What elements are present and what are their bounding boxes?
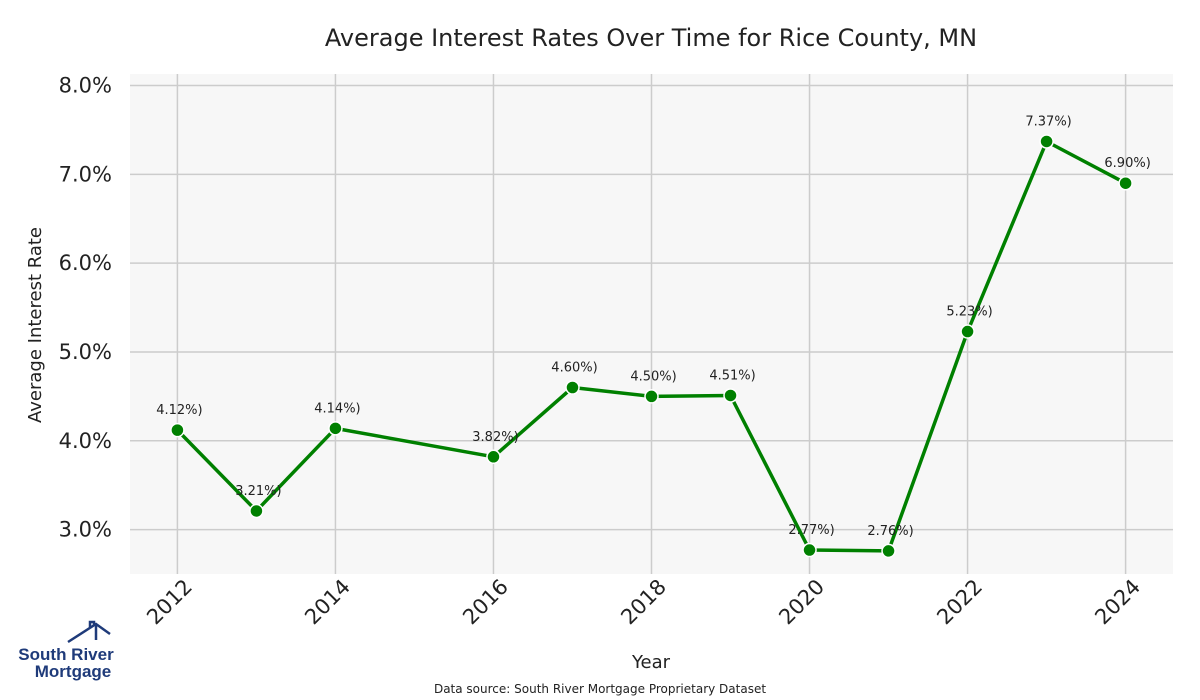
data-point xyxy=(881,543,896,559)
data-label: 2.77%) xyxy=(788,523,834,538)
data-label: 2.76%) xyxy=(867,524,913,539)
data-point xyxy=(170,422,185,438)
data-label: 4.14%) xyxy=(314,401,360,416)
grid xyxy=(130,74,1173,574)
y-tick-label: 7.0% xyxy=(59,162,112,186)
data-point xyxy=(723,388,738,403)
data-point xyxy=(328,421,343,436)
data-label: 6.90%) xyxy=(1104,156,1150,171)
data-label: 4.51%) xyxy=(709,368,755,383)
data-label: 4.50%) xyxy=(630,369,676,384)
data-point xyxy=(644,389,659,404)
data-point xyxy=(960,324,975,339)
chart-title: Average Interest Rates Over Time for Ric… xyxy=(325,24,977,52)
data-label: 4.12%) xyxy=(156,403,202,418)
data-labels: 4.12%) 3.21%) 4.14%) 3.82%) 4.60%) 4.50%) 4.51… xyxy=(156,114,1151,538)
series-line xyxy=(176,139,1127,553)
data-label: 3.82%) xyxy=(472,430,518,445)
data-label: 5.23%) xyxy=(946,305,992,320)
data-point xyxy=(1039,134,1054,149)
y-tick-label: 5.0% xyxy=(59,340,112,364)
x-axis-label: Year xyxy=(631,652,671,673)
y-tick-label: 3.0% xyxy=(59,518,112,542)
series-green xyxy=(170,134,1133,559)
logo-line-1: South River xyxy=(18,645,114,664)
y-axis-ticks: 3.0% 4.0% 5.0% 6.0% 7.0% 8.0% xyxy=(59,74,112,542)
data-point xyxy=(802,542,817,558)
source-note: Data source: South River Mortgage Propri… xyxy=(434,682,766,696)
data-point xyxy=(249,503,264,519)
data-label: 4.60%) xyxy=(551,360,597,375)
data-label: 3.21%) xyxy=(235,484,281,499)
house-icon xyxy=(67,620,111,644)
y-axis-label: Average Interest Rate xyxy=(25,227,46,423)
logo: South River Mortgage xyxy=(18,620,114,681)
y-tick-label: 8.0% xyxy=(59,74,112,98)
logo-line-2: Mortgage xyxy=(35,662,112,681)
data-point xyxy=(1118,175,1133,191)
data-label: 7.37%) xyxy=(1025,114,1071,129)
data-point xyxy=(565,380,580,395)
y-tick-label: 6.0% xyxy=(59,251,112,275)
data-point xyxy=(486,449,501,465)
y-tick-label: 4.0% xyxy=(59,429,112,453)
